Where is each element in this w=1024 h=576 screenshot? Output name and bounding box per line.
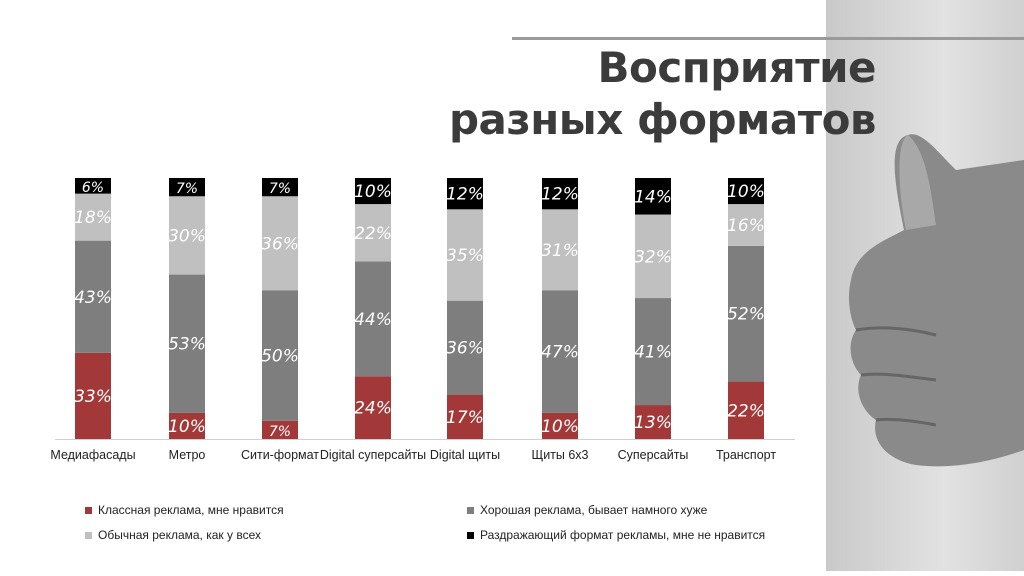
data-label: 32% [634, 247, 672, 267]
data-label: 10% [727, 182, 765, 202]
data-label: 10% [168, 417, 206, 437]
x-tick-label: Digital щиты [429, 448, 501, 462]
title-line-1: Восприятие [597, 43, 877, 92]
title-line-2: разных форматов [448, 95, 877, 144]
data-label: 52% [727, 305, 765, 325]
bar-segment [635, 405, 671, 439]
data-label: 33% [74, 387, 112, 407]
data-label: 10% [541, 417, 579, 437]
data-label: 7% [269, 424, 291, 440]
legend-item-ordinary: Обычная реклама, как у всех [85, 528, 261, 542]
bar-segment [75, 240, 111, 353]
legend-swatch [467, 531, 474, 539]
bar-segment [355, 376, 391, 439]
legend-swatch [85, 531, 92, 539]
legend-label: Хорошая реклама, бывает намного хуже [480, 503, 708, 517]
data-label: 12% [446, 185, 484, 205]
bar-segment [169, 196, 205, 275]
bar-segment [262, 178, 298, 197]
data-label: 14% [634, 187, 672, 207]
data-label: 36% [446, 339, 484, 359]
data-label: 22% [354, 224, 392, 244]
bar-segment [447, 178, 483, 210]
legend-item-classy: Классная реклама, мне нравится [85, 503, 284, 517]
data-label: 17% [446, 408, 484, 428]
bar-segment [542, 209, 578, 291]
thumbs-up-photo [826, 0, 1024, 571]
x-tick-label: Digital суперсайты [319, 448, 427, 462]
title-rule [512, 37, 1024, 40]
legend-swatch [85, 506, 92, 514]
data-label: 41% [634, 343, 672, 363]
data-label: 6% [82, 180, 104, 196]
bar-segment [75, 352, 111, 439]
legend-label: Раздражающий формат рекламы, мне не нрав… [480, 528, 766, 542]
x-tick-label: Метро [168, 448, 206, 462]
bar-segment [542, 290, 578, 413]
stacked-bar-chart: 33% 43% 18% 6% 10% 53% 30% 7% 7% 50% 36% 7% 24% 44% 22… [55, 178, 795, 440]
data-label: 47% [541, 343, 579, 363]
x-tick-label: Щиты 6x3 [531, 448, 589, 462]
legend-label: Обычная реклама, как у всех [98, 528, 261, 542]
x-tick-label: Медиафасады [50, 448, 136, 462]
bar-segment [635, 178, 671, 215]
bar-segment [169, 412, 205, 439]
bar-segment [447, 300, 483, 395]
bar-segment [355, 261, 391, 377]
legend-swatch [467, 506, 474, 514]
data-label: 36% [261, 234, 299, 254]
data-label: 44% [354, 310, 392, 330]
bar-segment [728, 204, 764, 246]
bar-segment [355, 178, 391, 205]
legend-item-annoying: Раздражающий формат рекламы, мне не нрав… [467, 528, 765, 542]
data-label: 50% [261, 346, 299, 366]
bar-segment [447, 209, 483, 301]
data-label: 35% [446, 246, 484, 266]
bar-segment [635, 298, 671, 406]
bar-segment [169, 274, 205, 413]
bar-segment [355, 204, 391, 262]
data-label: 53% [168, 335, 206, 355]
data-label: 16% [727, 216, 765, 236]
legend-item-good: Хорошая реклама, бывает намного хуже [467, 503, 707, 517]
page-title: Восприятие разных форматов [448, 42, 877, 146]
data-label: 30% [168, 226, 206, 246]
bar-segment [75, 178, 111, 194]
data-label: 24% [354, 399, 392, 419]
bar-segment [169, 178, 205, 197]
data-label: 10% [354, 182, 392, 202]
bar-segment [262, 290, 298, 421]
bar-segment [75, 193, 111, 241]
bar-segment [447, 394, 483, 439]
bar-segment [728, 178, 764, 205]
data-label: 43% [74, 288, 112, 308]
data-label: 18% [74, 208, 112, 228]
data-label: 7% [269, 181, 291, 197]
x-tick-label: Сити-формат [240, 448, 320, 462]
data-label: 12% [541, 185, 579, 205]
data-label: 7% [176, 181, 198, 197]
bar-segment [542, 412, 578, 439]
data-label: 13% [634, 413, 672, 433]
data-label: 31% [541, 241, 579, 261]
data-label: 22% [727, 401, 765, 421]
bar-segment [262, 196, 298, 291]
bar-segment [542, 178, 578, 210]
x-tick-label: Транспорт [715, 448, 777, 462]
bar-segment [728, 245, 764, 382]
bar-segment [262, 420, 298, 439]
bar-segment [635, 214, 671, 299]
legend-label: Классная реклама, мне нравится [98, 503, 284, 517]
x-tick-label: Суперсайты [617, 448, 689, 462]
bar-segment [728, 381, 764, 439]
